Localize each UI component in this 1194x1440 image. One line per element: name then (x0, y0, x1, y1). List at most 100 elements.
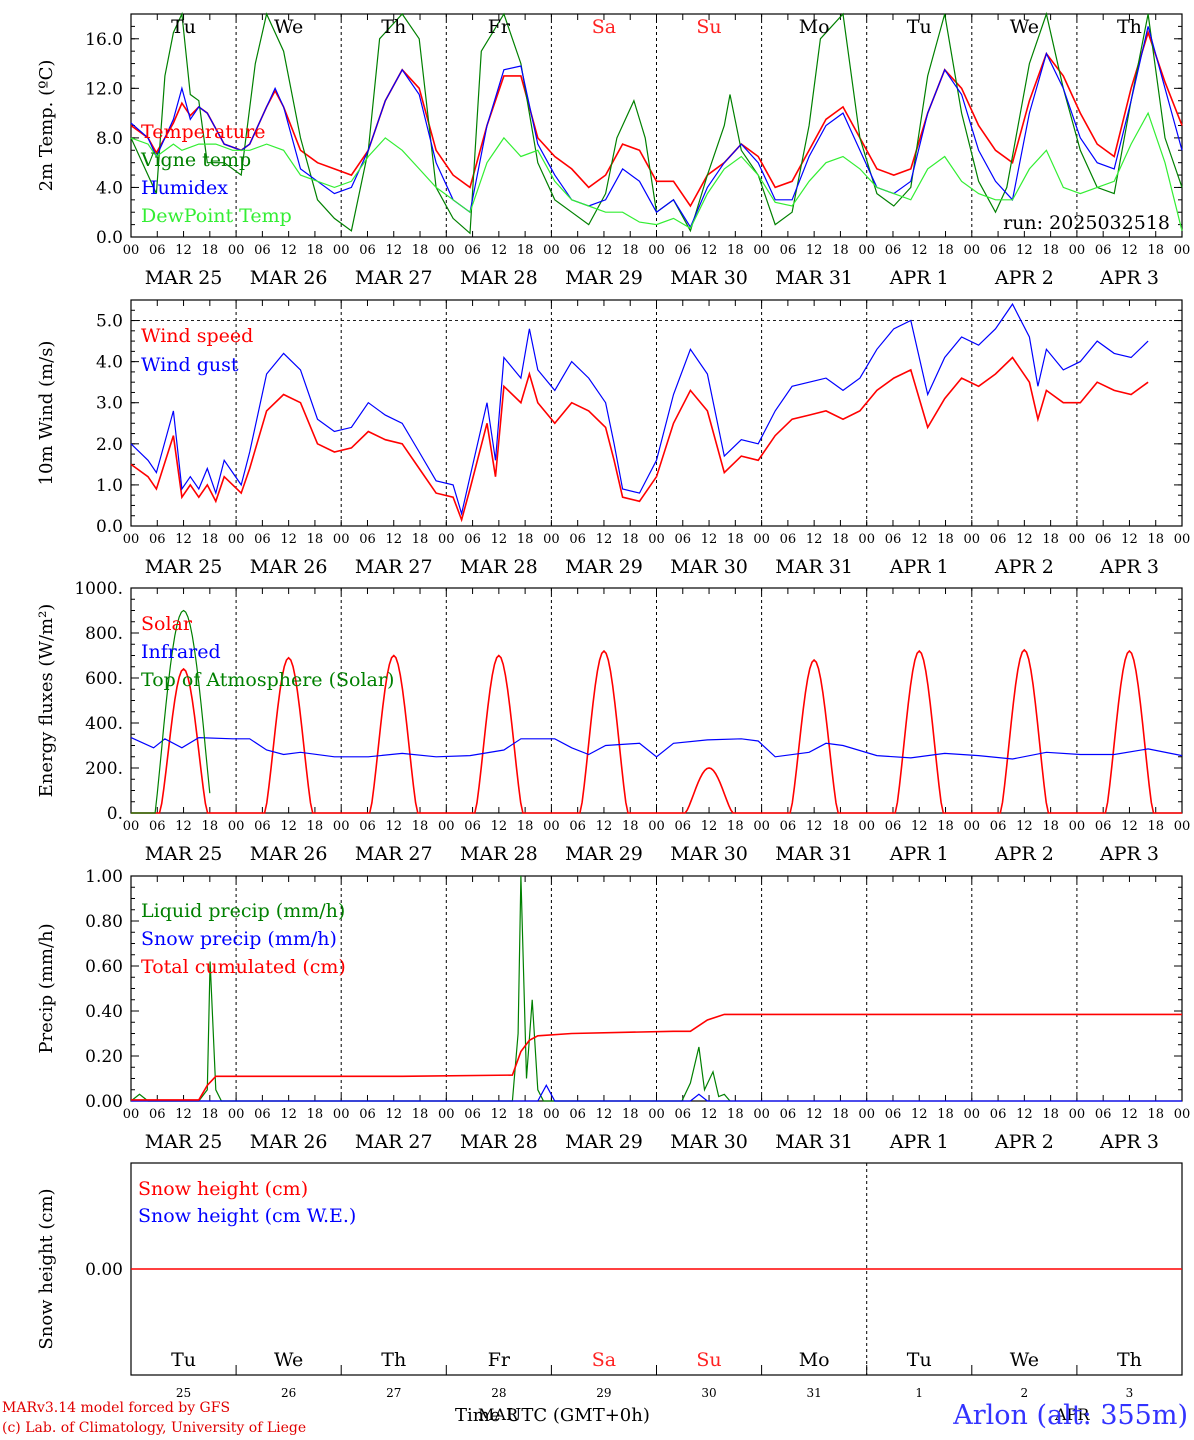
hour-tick-label: 00 (648, 532, 665, 547)
hour-tick-label: 00 (964, 532, 981, 547)
date-label: MAR 29 (565, 843, 643, 865)
day-of-week-label: Fr (488, 16, 511, 38)
hour-tick-label: 00 (753, 532, 770, 547)
hour-tick-label: 18 (1147, 1107, 1164, 1122)
day-of-week-label: Su (696, 16, 721, 38)
panel-1 (130, 11, 1183, 238)
date-label: APR 1 (889, 556, 949, 578)
hour-tick-label: 00 (543, 819, 560, 834)
series-line (131, 648, 1182, 814)
hour-tick-label: 06 (675, 819, 692, 834)
day-of-week-label: We (274, 16, 303, 38)
hour-tick-label: 00 (543, 532, 560, 547)
hour-tick-label: 12 (1121, 1107, 1138, 1122)
hour-tick-label: 06 (464, 819, 481, 834)
hour-tick-label: 06 (990, 243, 1007, 258)
hour-tick-label: 12 (701, 1107, 718, 1122)
hour-tick-label: 00 (858, 1107, 875, 1122)
hour-tick-label: 06 (990, 532, 1007, 547)
hour-tick-label: 18 (727, 819, 744, 834)
hour-tick-label: 18 (937, 532, 954, 547)
hour-tick-label: 12 (175, 243, 192, 258)
hour-tick-label: 00 (543, 1107, 560, 1122)
y-tick-label: 0. (107, 804, 123, 824)
hour-tick-label: 06 (254, 532, 271, 547)
hour-tick-label: 18 (937, 243, 954, 258)
y-tick-label: 4.0 (96, 353, 123, 373)
day-of-week-label: Th (1117, 16, 1142, 38)
legend-entry: Snow height (cm) (138, 1178, 308, 1200)
hour-tick-label: 06 (569, 1107, 586, 1122)
hour-tick-label: 12 (701, 819, 718, 834)
hour-tick-label: 00 (438, 819, 455, 834)
hour-tick-label: 12 (1121, 243, 1138, 258)
hour-tick-label: 06 (464, 532, 481, 547)
date-label: APR 1 (889, 843, 949, 865)
y-tick-label: 0.60 (85, 957, 123, 977)
y-tick-label: 0.00 (85, 1260, 123, 1280)
date-label: MAR 28 (460, 267, 538, 289)
date-label: MAR 27 (355, 556, 433, 578)
hour-tick-label: 12 (596, 532, 613, 547)
hour-tick-label: 06 (254, 243, 271, 258)
day-of-week-label: Mo (799, 1349, 830, 1371)
day-of-week-label: We (274, 1349, 303, 1371)
legend-entry: Snow height (cm W.E.) (138, 1205, 356, 1227)
hour-tick-label: 06 (1095, 532, 1112, 547)
hour-tick-label: 06 (359, 819, 376, 834)
hour-tick-label: 12 (280, 532, 297, 547)
date-label: APR 2 (994, 267, 1054, 289)
date-label: MAR 26 (250, 267, 328, 289)
day-of-week-label: Th (1117, 1349, 1142, 1371)
hour-tick-label: 12 (1121, 532, 1138, 547)
hour-tick-label: 00 (1069, 1107, 1086, 1122)
hour-tick-label: 18 (412, 532, 429, 547)
hour-tick-label: 18 (202, 819, 219, 834)
legend-entry: Wind gust (141, 354, 239, 376)
date-label: APR 1 (889, 1131, 949, 1153)
hour-tick-label: 12 (596, 1107, 613, 1122)
hour-tick-label: 18 (202, 1107, 219, 1122)
hour-tick-label: 18 (1042, 819, 1059, 834)
panel-3 (130, 587, 1183, 814)
hour-tick-label: 18 (202, 532, 219, 547)
hour-tick-label: 00 (228, 532, 245, 547)
hour-tick-label: 18 (727, 1107, 744, 1122)
hour-tick-label: 06 (1095, 243, 1112, 258)
date-label: APR 3 (1099, 267, 1159, 289)
hour-tick-label: 18 (517, 819, 534, 834)
hour-tick-label: 18 (517, 532, 534, 547)
hour-tick-label: 00 (438, 243, 455, 258)
hour-tick-label: 06 (254, 1107, 271, 1122)
hour-tick-label: 12 (1121, 819, 1138, 834)
hour-tick-label: 00 (1174, 1107, 1191, 1122)
hour-tick-label: 18 (832, 819, 849, 834)
hour-tick-label: 00 (753, 1107, 770, 1122)
station-name: Arlon (alt: 355m) (953, 1400, 1188, 1431)
hour-tick-label: 00 (333, 819, 350, 834)
date-label: MAR 25 (145, 1131, 223, 1153)
hour-tick-label: 00 (123, 243, 140, 258)
hour-tick-label: 12 (175, 819, 192, 834)
hour-tick-label: 18 (307, 532, 324, 547)
hour-tick-label: 00 (333, 243, 350, 258)
date-label: MAR 28 (460, 843, 538, 865)
day-number-label: 29 (596, 1386, 611, 1400)
hour-tick-label: 18 (622, 1107, 639, 1122)
hour-tick-label: 18 (727, 243, 744, 258)
day-of-week-label: Tu (171, 16, 196, 38)
y-tick-label: 16.0 (85, 30, 123, 50)
hour-tick-label: 00 (858, 819, 875, 834)
day-of-week-label: Th (381, 16, 406, 38)
hour-tick-label: 18 (412, 243, 429, 258)
y-tick-label: 1.00 (85, 867, 123, 887)
hour-tick-label: 06 (149, 243, 166, 258)
hour-tick-label: 06 (359, 243, 376, 258)
legend-entry: DewPoint Temp (141, 205, 292, 227)
hour-tick-label: 18 (832, 1107, 849, 1122)
date-label: MAR 31 (775, 556, 853, 578)
hour-tick-label: 00 (228, 819, 245, 834)
model-credit: MARv3.14 model forced by GFS (2, 1400, 231, 1416)
hour-tick-label: 12 (491, 819, 508, 834)
hour-tick-label: 18 (1147, 532, 1164, 547)
